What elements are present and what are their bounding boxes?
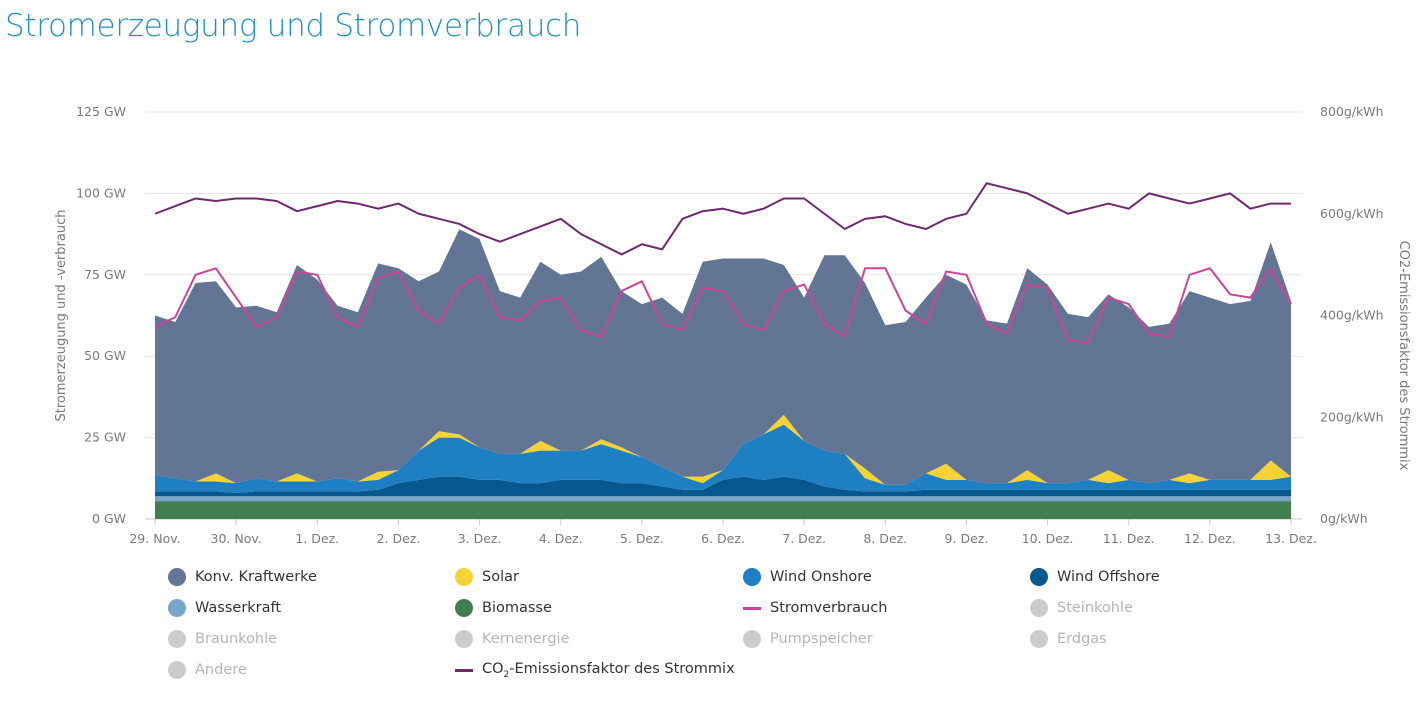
legend-dot-icon [168,630,186,648]
legend-label: Kernenergie [482,631,570,647]
legend-item-konv-kraftwerke[interactable]: Konv. Kraftwerke [168,566,317,588]
y-right-tick-label: 200g/kWh [1320,409,1384,424]
legend-dot-icon [168,661,186,679]
legend-label: Steinkohle [1057,600,1133,616]
legend-label: Erdgas [1057,631,1107,647]
x-tick-label: 6. Dez. [701,531,745,546]
legend-dot-icon [168,568,186,586]
legend-label: Konv. Kraftwerke [195,569,317,585]
legend-label: Pumpspeicher [770,631,873,647]
legend-label: Biomasse [482,600,552,616]
legend-item-andere[interactable]: Andere [168,659,247,681]
legend-dot-icon [743,568,761,586]
x-tick-label: 29. Nov. [129,531,180,546]
x-tick-label: 4. Dez. [539,531,583,546]
y-right-tick-label: 400g/kWh [1320,308,1384,323]
x-tick-label: 9. Dez. [945,531,989,546]
legend-dot-icon [455,630,473,648]
x-tick-label: 2. Dez. [377,531,421,546]
legend-label: Braunkohle [195,631,278,647]
legend-dot-icon [455,568,473,586]
legend-label: Wind Offshore [1057,569,1160,585]
legend-label: CO2-Emissionsfaktor des Strommix [482,660,735,680]
legend-item-wind-offshore[interactable]: Wind Offshore [1030,566,1160,588]
line-layer[interactable] [154,182,1292,345]
legend-label: Solar [482,569,519,585]
x-tick-label: 5. Dez. [620,531,664,546]
x-tick-label: 3. Dez. [458,531,502,546]
legend-item-erdgas[interactable]: Erdgas [1030,628,1107,650]
x-tick-label: 10. Dez. [1022,531,1074,546]
line-co2-emissionsfaktor-des-strommix[interactable] [154,182,1291,256]
y-left-tick-label: 0 GW [92,511,126,526]
legend-item-stromverbrauch[interactable]: Stromverbrauch [743,597,887,619]
x-tick-label: 30. Nov. [211,531,262,546]
legend-dot-icon [743,630,761,648]
y-right-axis-title: CO2-Emissionsfaktor des Strommix [1396,241,1411,471]
legend-item-wasserkraft[interactable]: Wasserkraft [168,597,281,619]
area-solar[interactable] [155,414,1291,485]
legend-dot-icon [168,599,186,617]
page-title: Stromerzeugung und Stromverbrauch [5,8,582,44]
legend-line-icon [743,606,761,610]
legend-item-co2-emissionsfaktor-des-strommix[interactable]: CO2-Emissionsfaktor des Strommix [455,659,735,681]
legend-item-steinkohle[interactable]: Steinkohle [1030,597,1133,619]
area-wasserkraft[interactable] [155,496,1291,502]
y-left-axis-title: Stromerzeugung und -verbrauch [54,210,69,422]
y-left-tick-label: 25 GW [84,430,126,445]
area-biomasse[interactable] [155,501,1291,519]
area-layer[interactable] [155,229,1291,519]
x-tick-label: 7. Dez. [782,531,826,546]
y-right-tick-label: 800g/kWh [1320,104,1384,119]
legend-item-biomasse[interactable]: Biomasse [455,597,552,619]
legend-item-braunkohle[interactable]: Braunkohle [168,628,277,650]
energy-chart: 0 GW 25 GW 50 GW 75 GW 100 GW 125 GW 0g/kWh 200… [54,104,1411,546]
y-left-tick-label: 100 GW [76,185,126,200]
legend-dot-icon [1030,599,1048,617]
y-right-tick-label: 600g/kWh [1320,206,1384,221]
area-wind-onshore[interactable] [155,424,1291,493]
x-tick-label: 1. Dez. [295,531,339,546]
legend-label: Wasserkraft [195,600,282,616]
area-wind-offshore[interactable] [155,476,1291,497]
legend-label: Andere [195,662,247,678]
y-left-tick-label: 125 GW [76,104,126,119]
legend-label: Wind Onshore [770,569,872,585]
legend-item-kernenergie[interactable]: Kernenergie [455,628,570,650]
legend-dot-icon [1030,568,1048,586]
x-tick-label: 12. Dez. [1184,531,1236,546]
x-tick-label: 11. Dez. [1103,531,1155,546]
area-konv-kraftwerke[interactable] [155,229,1291,485]
axis-layer: 0 GW 25 GW 50 GW 75 GW 100 GW 125 GW 0g/kWh 200… [54,104,1411,546]
y-left-tick-label: 75 GW [84,267,126,282]
chart-legend: Konv. Kraftwerke Solar Wind Onshore Wind Of… [168,566,1368,696]
legend-item-solar[interactable]: Solar [455,566,519,588]
legend-label: Stromverbrauch [770,600,888,616]
line-stromverbrauch[interactable] [154,267,1292,345]
legend-line-icon [455,668,473,672]
x-tick-label: 13. Dez. [1265,531,1317,546]
y-right-tick-label: 0g/kWh [1320,511,1368,526]
legend-item-pumpspeicher[interactable]: Pumpspeicher [743,628,873,650]
legend-item-wind-onshore[interactable]: Wind Onshore [743,566,872,588]
legend-dot-icon [1030,630,1048,648]
x-tick-label: 8. Dez. [863,531,907,546]
y-left-tick-label: 50 GW [84,348,126,363]
legend-dot-icon [455,599,473,617]
